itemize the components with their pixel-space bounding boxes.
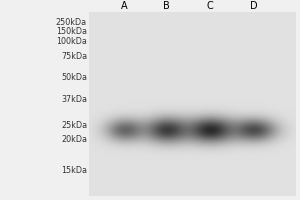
FancyBboxPatch shape [234, 12, 273, 196]
FancyBboxPatch shape [190, 12, 230, 196]
Text: B: B [163, 1, 170, 11]
Text: C: C [207, 1, 213, 11]
FancyBboxPatch shape [105, 12, 144, 196]
Text: 15kDa: 15kDa [61, 166, 87, 175]
Text: 250kDa: 250kDa [56, 18, 87, 27]
Text: 20kDa: 20kDa [61, 135, 87, 144]
FancyBboxPatch shape [147, 12, 186, 196]
Text: 50kDa: 50kDa [61, 73, 87, 82]
Text: 25kDa: 25kDa [61, 121, 87, 130]
Text: 75kDa: 75kDa [61, 52, 87, 61]
FancyBboxPatch shape [88, 12, 296, 196]
Text: 150kDa: 150kDa [56, 27, 87, 36]
Text: 100kDa: 100kDa [56, 37, 87, 46]
Text: D: D [250, 1, 257, 11]
Text: A: A [121, 1, 128, 11]
Text: 37kDa: 37kDa [61, 95, 87, 104]
